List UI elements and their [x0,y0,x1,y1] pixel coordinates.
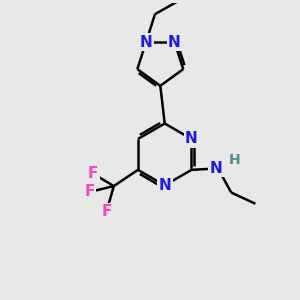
Text: N: N [140,34,152,50]
Text: F: F [88,166,98,181]
Text: H: H [228,153,240,167]
Text: F: F [85,184,95,200]
Text: F: F [101,205,112,220]
Text: N: N [209,161,222,176]
Text: N: N [185,131,198,146]
Text: N: N [168,34,181,50]
Text: N: N [158,178,171,193]
